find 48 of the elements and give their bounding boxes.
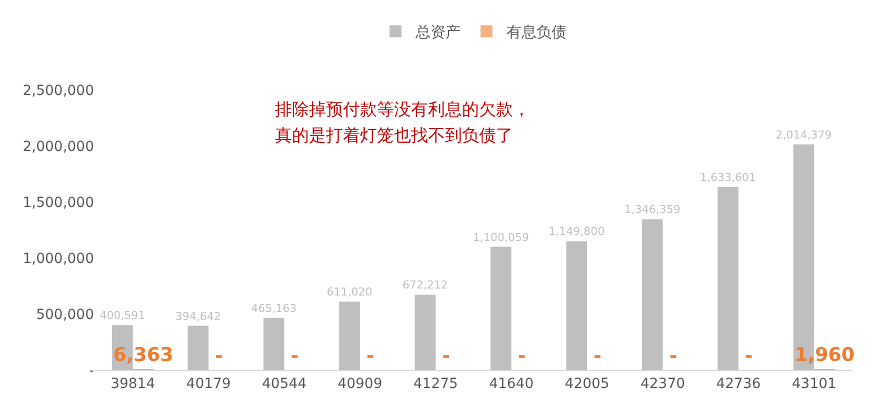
data-label: 400,591 [100, 309, 146, 322]
data-label: 1,633,601 [700, 171, 756, 184]
bar [642, 219, 663, 370]
y-tick-label: 500,000 [36, 306, 94, 323]
data-label: - [290, 345, 299, 367]
data-label: 2,014,379 [776, 128, 832, 142]
data-label: 1,100,059 [472, 230, 529, 244]
y-tick-label: 1,000,000 [22, 250, 94, 267]
bar [718, 187, 738, 370]
y-tick-label: 1,500,000 [22, 194, 94, 211]
y-tick-label: - [88, 362, 94, 379]
data-label: 672,212 [402, 278, 448, 292]
data-label: 1,960 [794, 344, 855, 366]
bar [339, 302, 360, 370]
data-label: - [215, 345, 223, 367]
annotation: 真的是打着灯笼也找不到负债了 [275, 126, 513, 146]
data-label: 465,163 [251, 302, 297, 315]
bar [414, 294, 436, 370]
x-tick-label: 42005 [564, 376, 610, 392]
y-tick-label: 2,500,000 [22, 82, 94, 99]
data-label: - [594, 345, 602, 367]
data-label: - [366, 345, 374, 367]
bar [566, 241, 588, 370]
data-label: - [744, 345, 753, 367]
bar [263, 318, 284, 370]
data-label: - [442, 345, 450, 367]
x-tick-label: 43101 [792, 376, 836, 392]
x-tick-label: 42736 [716, 376, 761, 392]
data-label: 394,642 [175, 310, 221, 323]
x-tick-label: 41275 [413, 376, 458, 392]
data-label: - [669, 345, 678, 367]
x-tick-label: 39814 [110, 376, 156, 392]
x-tick-label: 40909 [338, 376, 382, 392]
data-label: 1,149,800 [548, 225, 605, 238]
x-tick-label: 41640 [489, 376, 534, 392]
legend-label: 有息负债 [506, 23, 566, 42]
data-label: 6,363 [113, 344, 174, 366]
x-tick-label: 40179 [186, 376, 231, 392]
data-label: 611,020 [326, 286, 372, 299]
data-label: - [518, 345, 526, 367]
y-tick-label: 2,000,000 [22, 138, 94, 155]
annotation: 排除掉预付款等没有利息的欠款， [275, 100, 530, 120]
x-tick-label: 42370 [640, 376, 686, 392]
legend-label: 总资产 [414, 23, 460, 42]
data-label: 1,346,359 [624, 203, 680, 216]
bar [490, 246, 512, 370]
bar [188, 326, 209, 370]
x-tick-label: 40544 [262, 376, 307, 392]
